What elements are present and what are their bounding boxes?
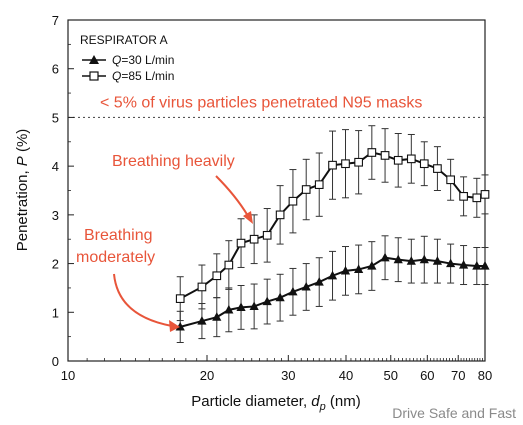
data-point-q85 [262, 230, 272, 240]
data-point-q85 [406, 154, 416, 164]
data-point-q85 [301, 185, 311, 194]
data-point-q30 [472, 261, 482, 270]
data-point-q85 [459, 191, 468, 201]
arrowhead-heavily [243, 211, 253, 224]
y-tick-label: 3 [52, 208, 59, 223]
threshold-label: < 5% of virus particles penetrated N95 m… [100, 94, 422, 111]
x-tick-label: 60 [420, 368, 434, 383]
data-point-q30 [340, 265, 351, 275]
data-point-q30 [262, 296, 272, 306]
y-tick-label: 7 [52, 13, 59, 28]
data-point-q85 [367, 148, 377, 157]
legend-marker-q30 [89, 55, 99, 64]
data-point-q30 [354, 264, 364, 274]
data-point-q85 [480, 190, 490, 199]
data-point-q30 [327, 270, 338, 280]
data-point-q85 [212, 271, 222, 281]
data-point-q30 [314, 277, 324, 286]
data-point-q85 [341, 159, 350, 169]
y-tick-label: 5 [52, 110, 59, 125]
x-axis: 10 20 30 40 50 60 70 80 [61, 355, 492, 383]
x-tick-label: 30 [281, 368, 295, 383]
x-tick-label: 70 [451, 368, 465, 383]
y-tick-label: 4 [52, 159, 59, 174]
data-point-q30 [224, 304, 234, 314]
arrowhead-moderately [169, 320, 180, 332]
legend-label-q85-var: Q [112, 69, 121, 83]
legend-label-q30: Q=30 L/min [112, 53, 174, 67]
data-point-q30 [249, 301, 259, 311]
x-tick-label: 80 [478, 368, 492, 383]
data-point-q30 [393, 254, 403, 264]
data-point-q85 [354, 157, 363, 167]
watermark: Drive Safe and Fast [392, 405, 516, 421]
y-axis: 0 1 2 3 4 5 6 7 [52, 13, 74, 369]
data-point-q30 [175, 321, 185, 331]
data-point-q85 [275, 210, 285, 220]
data-point-q30 [446, 258, 456, 268]
data-point-q30 [275, 292, 285, 302]
data-point-q85 [314, 180, 324, 190]
data-point-q30 [380, 252, 390, 262]
data-point-q85 [236, 238, 246, 248]
data-point-q30 [197, 316, 207, 325]
legend-label-q85: Q=85 L/min [112, 69, 174, 83]
y-tick-label: 2 [52, 257, 59, 272]
arrow-heavily [215, 175, 249, 217]
data-point-q85 [472, 193, 482, 203]
x-axis-title: Particle diameter, dp (nm) [191, 393, 361, 413]
y-tick-label: 6 [52, 62, 59, 77]
data-point-q85 [288, 196, 298, 206]
x-tick-label: 40 [339, 368, 353, 383]
annotation-moderately-line-1: Breathing [84, 227, 153, 244]
x-axis-title-unit: (nm) [326, 393, 361, 410]
y-tick-label: 0 [52, 354, 59, 369]
y-axis-title-main: Penetration, [14, 166, 31, 251]
data-point-q30 [367, 261, 377, 270]
x-axis-title-sub: p [319, 401, 326, 413]
legend: RESPIRATOR A Q=30 L/min Q=85 L/min [80, 33, 174, 83]
data-point-q85 [393, 155, 403, 165]
data-point-q30 [212, 312, 222, 321]
data-point-q30 [432, 256, 443, 265]
legend-label-q30-var: Q [112, 53, 121, 67]
data-point-q30 [458, 260, 469, 269]
annotation-breathing-heavily: Breathing heavily [112, 153, 235, 170]
data-point-q85 [328, 160, 337, 170]
series-markers [175, 148, 490, 331]
data-point-q30 [480, 261, 490, 270]
y-tick-label: 1 [52, 305, 59, 320]
data-point-q85 [380, 151, 390, 160]
annotation-breathing-moderately: Breathing moderately [76, 227, 157, 266]
data-point-q85 [224, 260, 234, 270]
y-axis-title: Penetration, P (%) [14, 129, 31, 252]
x-tick-label: 10 [61, 368, 75, 383]
data-point-q30 [236, 302, 246, 312]
x-tick-label: 50 [384, 368, 398, 383]
data-point-q30 [406, 256, 416, 265]
data-point-q85 [197, 282, 207, 292]
x-tick-label: 20 [200, 368, 214, 383]
legend-marker-q85 [89, 71, 99, 81]
data-point-q30 [301, 281, 311, 291]
y-axis-title-unit: (%) [14, 129, 31, 157]
data-point-q30 [419, 254, 429, 264]
data-point-q30 [288, 286, 298, 296]
x-axis-title-var: d [311, 393, 320, 410]
legend-label-q85-rest: =85 L/min [121, 69, 174, 83]
data-point-q85 [433, 164, 442, 173]
annotation-moderately-line-2: moderately [76, 249, 155, 266]
arrow-moderately [113, 273, 173, 327]
data-point-q85 [175, 294, 185, 303]
x-axis-title-main: Particle diameter, [191, 393, 311, 410]
legend-label-q30-rest: =30 L/min [121, 53, 174, 67]
data-point-q85 [446, 175, 455, 185]
data-point-q85 [419, 159, 429, 169]
y-axis-title-var: P [14, 156, 31, 166]
data-point-q85 [249, 234, 259, 244]
legend-title: RESPIRATOR A [80, 33, 168, 47]
